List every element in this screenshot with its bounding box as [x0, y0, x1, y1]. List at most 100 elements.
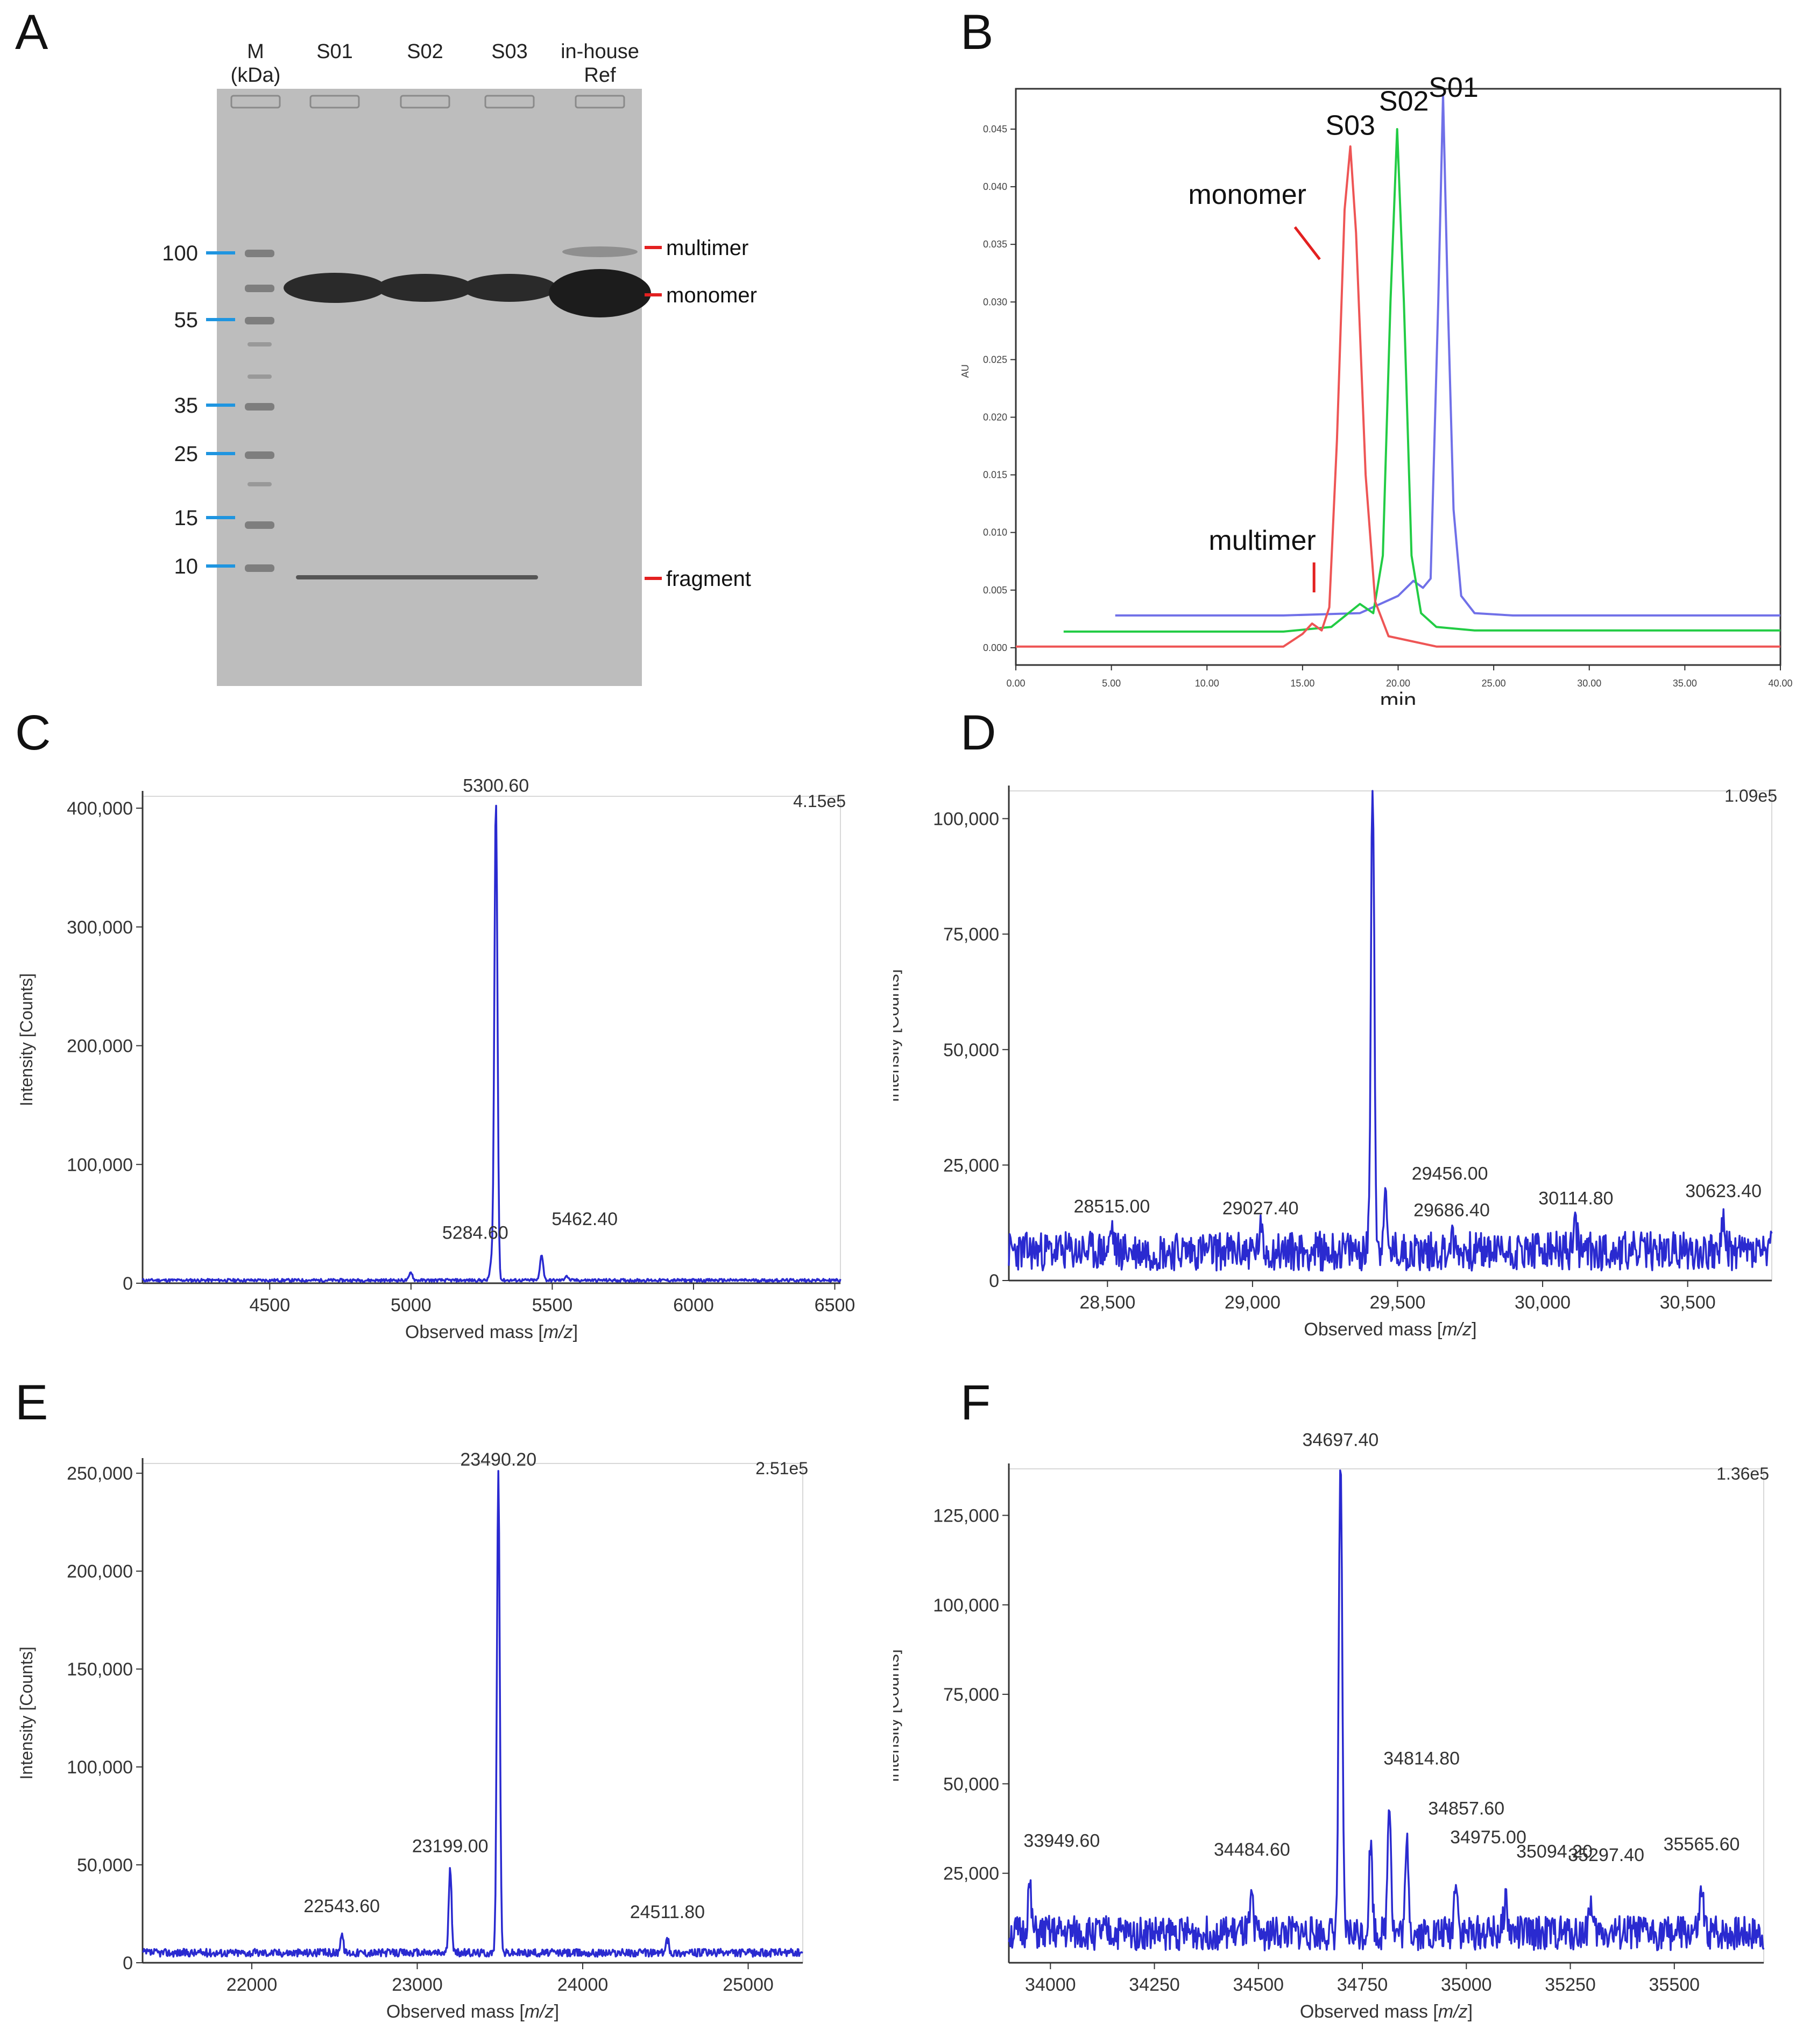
multimer-band-ref — [562, 246, 638, 257]
y-tick-label: 200,000 — [67, 1561, 133, 1582]
monomer-annotation-pointer — [1293, 226, 1321, 260]
y-tick-label: 100,000 — [933, 809, 999, 830]
series-line-s02 — [1063, 128, 1780, 633]
mass-spectrum-f: 34000 34250 34500 34750 35000 35250 35500 25,00… — [893, 1431, 1769, 2022]
ladder-band — [248, 482, 272, 486]
peak-label: 34857.60 — [1428, 1799, 1504, 1819]
monomer-band — [377, 274, 473, 302]
peak-label: 35565.60 — [1664, 1834, 1740, 1855]
panel-label-c: C — [15, 705, 51, 760]
peak-label: 29686.40 — [1413, 1200, 1490, 1221]
gel-annotation-label: fragment — [666, 567, 751, 591]
y-axis-label: Intensity [Counts] — [893, 1649, 902, 1782]
panel-label-e: E — [15, 1375, 48, 1430]
x-tick-label: 30,500 — [1660, 1292, 1716, 1313]
gel-well — [230, 95, 281, 109]
y-tick-label: 50,000 — [943, 1040, 999, 1060]
peak-label: 33949.60 — [1023, 1830, 1100, 1851]
marker-kda-label: 10 — [174, 555, 199, 578]
ladder-band — [245, 403, 274, 411]
mass-spectrum-d: 28,500 29,000 29,500 30,000 30,500 0 25,000 50,… — [893, 764, 1777, 1340]
spectrum-trace — [142, 1470, 803, 1958]
lane-label: in-house Ref — [561, 40, 639, 87]
peak-label: 34814.80 — [1383, 1748, 1460, 1769]
y-tick-label: 250,000 — [67, 1463, 133, 1484]
y-tick-label: 75,000 — [943, 1685, 999, 1705]
gel-well — [309, 95, 360, 109]
marker-kda-label: 25 — [174, 442, 199, 466]
gel-well — [484, 95, 535, 109]
y-tick-label: 75,000 — [943, 924, 999, 945]
y-tick-label: 0.005 — [983, 585, 1007, 596]
x-axis-label: min — [1380, 688, 1417, 705]
y-tick-label: 0.010 — [983, 527, 1007, 538]
marker-kda-label: 55 — [174, 308, 199, 332]
x-tick-label: 40.00 — [1768, 678, 1792, 689]
x-tick-label: 4500 — [249, 1295, 290, 1315]
peak-label: 35094.20 — [1516, 1841, 1593, 1862]
peak-label: 23199.00 — [412, 1836, 489, 1857]
ladder-band — [245, 250, 274, 257]
x-axis-label: Observed mass [m/z] — [405, 1322, 578, 1342]
x-tick-label: 5.00 — [1102, 678, 1121, 689]
peak-label: 29414.00 — [1334, 764, 1411, 765]
y-tick-label: 100,000 — [67, 1155, 133, 1175]
y-tick-label: 0.040 — [983, 181, 1007, 192]
series-label-s02: S02 — [1379, 86, 1429, 117]
lane-label: S03 — [491, 40, 528, 63]
series-line-s03 — [1016, 145, 1780, 648]
x-tick-label: 35.00 — [1673, 678, 1697, 689]
peak-label: 23490.20 — [460, 1449, 536, 1470]
peak-label: 5300.60 — [463, 776, 529, 796]
panel-label-d: D — [960, 705, 996, 760]
peak-label: 34484.60 — [1214, 1840, 1290, 1860]
peak-label: 30623.40 — [1685, 1181, 1762, 1201]
y-tick-label: 200,000 — [67, 1036, 133, 1057]
x-tick-label: 35250 — [1545, 1975, 1596, 1995]
intensity-scale-label: 2.51e5 — [755, 1459, 808, 1478]
y-tick-label: 150,000 — [67, 1659, 133, 1680]
y-tick-label: 300,000 — [67, 917, 133, 938]
x-tick-label: 23000 — [392, 1975, 443, 1995]
x-tick-label: 34500 — [1233, 1975, 1284, 1995]
plot-frame — [142, 1463, 803, 1963]
x-tick-label: 0.00 — [1006, 678, 1025, 689]
x-tick-label: 6500 — [815, 1295, 855, 1315]
y-tick-label: 0.030 — [983, 296, 1007, 307]
intensity-scale-label: 1.36e5 — [1716, 1464, 1769, 1483]
x-tick-label: 10.00 — [1195, 678, 1219, 689]
ladder-band — [248, 374, 272, 379]
y-tick-label: 0 — [123, 1953, 133, 1974]
ladder-band — [245, 317, 274, 324]
peak-label: 35297.40 — [1568, 1845, 1644, 1865]
x-tick-label: 34250 — [1129, 1975, 1180, 1995]
marker-kda-label: 100 — [162, 242, 198, 265]
y-tick-label: 50,000 — [943, 1774, 999, 1794]
y-tick-label: 0.000 — [983, 642, 1007, 653]
lane-label: S02 — [407, 40, 443, 63]
y-tick-label: 0.025 — [983, 354, 1007, 365]
y-tick-label: 100,000 — [933, 1595, 999, 1616]
y-tick-label: 50,000 — [77, 1855, 133, 1876]
x-tick-label: 22000 — [227, 1975, 278, 1995]
lane-label: M (kDa) — [231, 40, 281, 87]
sec-chromatogram-panel: 0.00 5.00 10.00 15.00 20.00 25.00 30.00 35.00 40… — [960, 72, 1793, 705]
ladder-band — [245, 521, 274, 529]
x-axis-label: Observed mass [m/z] — [386, 2001, 559, 2022]
y-tick-label: 0 — [123, 1274, 133, 1294]
gel-panel: M (kDa) S01 S02 S03 in-house Ref 100 55 35 25 15 10… — [162, 40, 757, 686]
fragment-band — [296, 575, 538, 579]
y-axis-label: Intensity [Counts] — [893, 969, 902, 1102]
series-label-s03: S03 — [1325, 110, 1375, 142]
x-tick-label: 5500 — [532, 1295, 573, 1315]
peak-label: 22543.60 — [303, 1896, 380, 1916]
x-tick-label: 30,000 — [1515, 1292, 1571, 1313]
gel-background — [217, 89, 642, 686]
monomer-annotation: monomer — [1188, 179, 1306, 210]
panel-label-b: B — [960, 5, 994, 60]
gel-well — [575, 95, 625, 109]
y-axis-label: AU — [960, 364, 971, 378]
y-tick-label: 0.015 — [983, 470, 1007, 480]
peak-label: 34975.00 — [1450, 1827, 1526, 1848]
peak-label: 24511.80 — [630, 1902, 705, 1922]
